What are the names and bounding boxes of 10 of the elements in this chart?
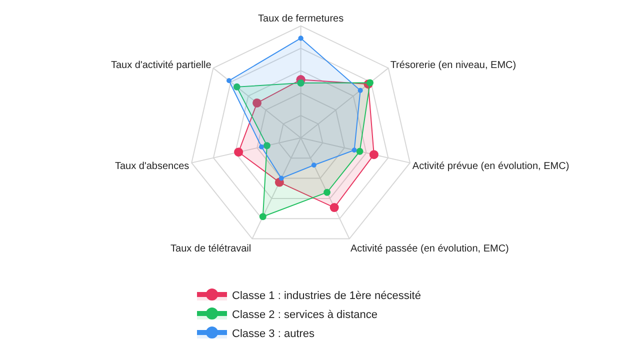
legend-label: Classe 3 : autres	[232, 328, 316, 340]
spoke-label: Taux d'absences	[114, 161, 190, 172]
legend-label: Classe 2 : services à distance	[232, 308, 378, 321]
spoke-label: Taux d'activité partielle	[110, 60, 212, 71]
spoke-label: Trésorerie (en niveau, EMC)	[390, 60, 516, 71]
legend-label: Classe 1 : industries de 1ère nécessité	[232, 290, 421, 302]
spoke-label: Activité passée (en évolution, EMC)	[350, 244, 509, 255]
spoke-label: Taux de télétravail	[170, 244, 252, 255]
spoke-label: Activité prévue (en évolution, EMC)	[412, 161, 570, 172]
spoke-label: Taux de fermetures	[258, 13, 344, 24]
